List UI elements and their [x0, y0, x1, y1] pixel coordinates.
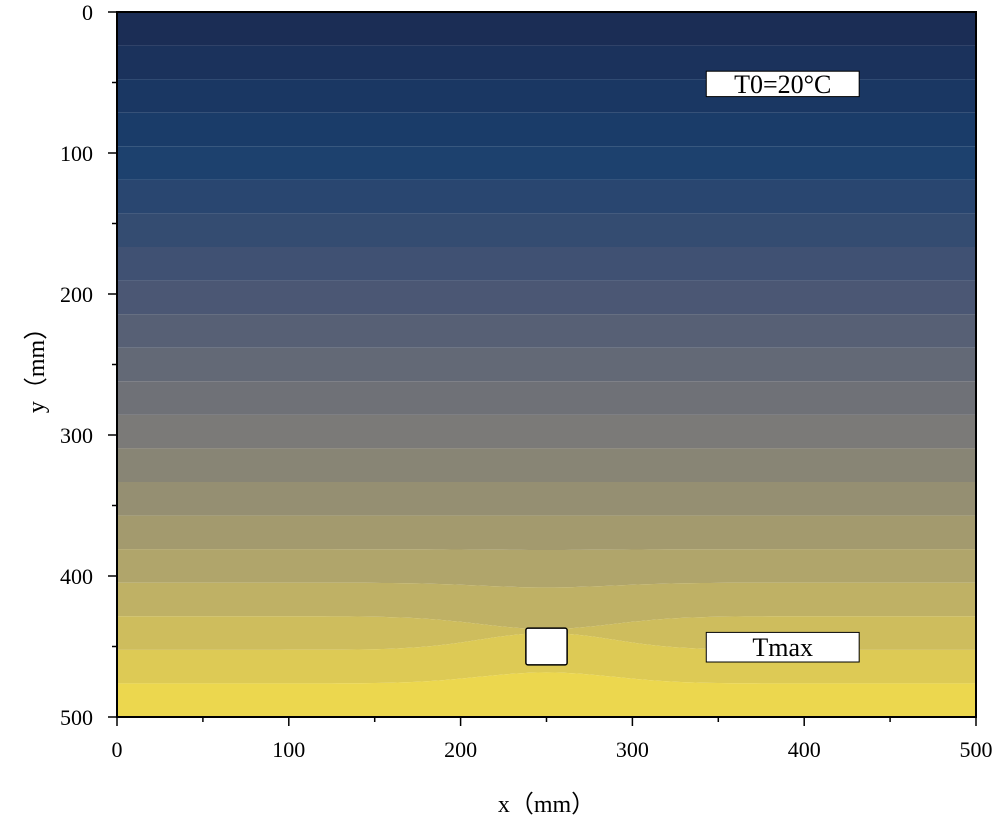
- y-tick-label: 300: [60, 423, 93, 448]
- y-axis-label: y（mm）: [24, 316, 50, 413]
- annotation-box: T0=20°C: [705, 70, 860, 99]
- contour-band: [117, 112, 976, 147]
- contour-band: [117, 213, 976, 247]
- annotation-box: Tmax: [705, 631, 860, 663]
- annotation-background: [705, 70, 860, 98]
- y-tick-label: 400: [60, 564, 93, 589]
- x-axis-label: x（mm）: [498, 792, 595, 818]
- x-tick-label: 0: [112, 737, 123, 762]
- contour-band: [117, 515, 976, 550]
- x-tick-label: 200: [444, 737, 477, 762]
- x-tick-label: 300: [616, 737, 649, 762]
- x-tick-label: 500: [960, 737, 993, 762]
- contour-band: [117, 381, 976, 415]
- annotation-label: T0=20°C: [734, 70, 831, 99]
- contour-band: [117, 482, 976, 516]
- contour-bands: [117, 12, 976, 717]
- contour-band: [117, 448, 976, 482]
- contour-band: [117, 549, 976, 588]
- x-tick-label: 100: [272, 737, 305, 762]
- y-tick-label: 100: [60, 141, 93, 166]
- y-tick-label: 500: [60, 705, 93, 730]
- contour-band: [117, 347, 976, 382]
- heat-source-marker: [525, 627, 568, 666]
- annotations: T0=20°C Tmax: [705, 70, 860, 663]
- contour-band: [117, 582, 976, 629]
- contour-band: [117, 314, 976, 348]
- annotation-background: [705, 631, 860, 663]
- contour-band: [117, 414, 976, 449]
- contour-band: [117, 247, 976, 281]
- x-tick-label: 400: [788, 737, 821, 762]
- y-tick-label: 200: [60, 282, 93, 307]
- contour-band: [117, 12, 976, 46]
- contour-band: [117, 179, 976, 214]
- contour-band: [117, 672, 976, 717]
- annotation-label: Tmax: [752, 633, 813, 662]
- y-tick-label: 0: [82, 0, 93, 25]
- axis-ticks: 0 100 200 300 400 500 0 100 200 300 400 500: [60, 0, 993, 762]
- contour-band: [117, 280, 976, 315]
- contour-band: [117, 146, 976, 180]
